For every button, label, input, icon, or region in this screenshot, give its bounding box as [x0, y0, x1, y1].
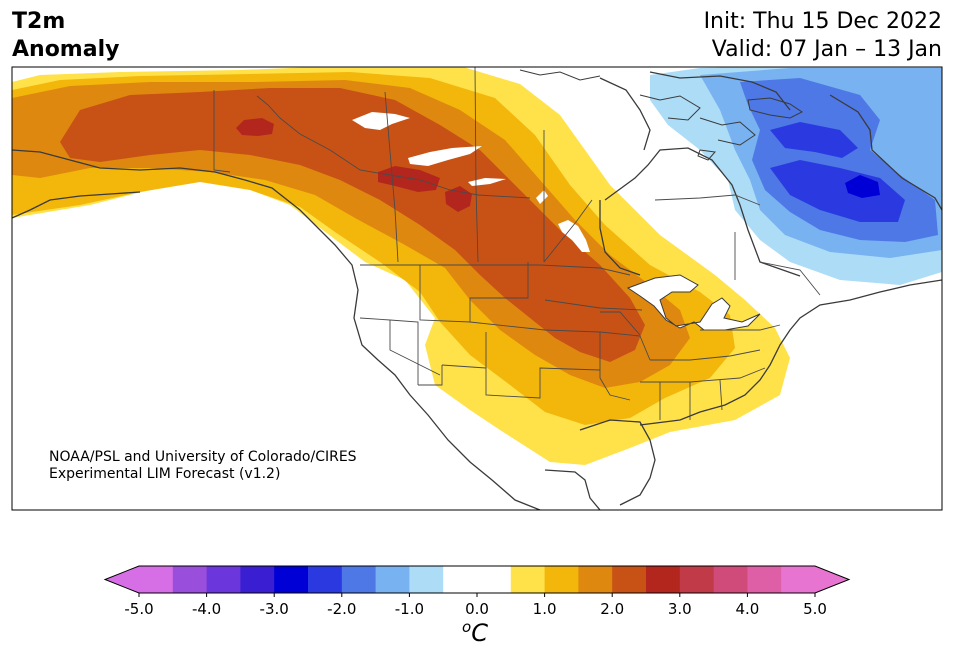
map-plot-area [12, 67, 942, 510]
credit-line-2: Experimental LIM Forecast (v1.2) [49, 466, 281, 482]
great-lakes [626, 274, 761, 331]
degree-sup: o [462, 618, 472, 636]
title-variable: T2m [12, 9, 66, 34]
colorbar-extend-under [105, 566, 139, 593]
colorbar-unit: oC [462, 618, 488, 647]
colorbar-segment [240, 566, 275, 593]
lake-winnipeg [558, 220, 590, 252]
colorbar-segment [308, 566, 343, 593]
colorbar-tick-label: 1.0 [533, 600, 557, 618]
warm-anomaly-red-1 [236, 118, 274, 136]
cold-anomaly-deep-blue [845, 175, 880, 198]
colorbar-segment [409, 566, 444, 593]
warm-anomaly-red-2 [378, 166, 440, 192]
colorbar-segment [612, 566, 647, 593]
credit-line-1: NOAA/PSL and University of Colorado/CIRE… [49, 449, 357, 465]
warm-anomaly-dark-orange [60, 88, 645, 362]
init-date: Init: Thu 15 Dec 2022 [703, 9, 942, 34]
colorbar-segment [747, 566, 782, 593]
cold-anomaly-blue [770, 122, 905, 222]
title-field: Anomaly [12, 37, 120, 62]
colorbar-segment [781, 566, 816, 593]
colorbar-segment [713, 566, 748, 593]
colorbar-segment [274, 566, 309, 593]
colorbar-tick-label: 4.0 [735, 600, 759, 618]
lake-athabasca [468, 178, 506, 186]
great-slave-lake [408, 146, 482, 166]
colorbar-segment [375, 566, 410, 593]
data-credit: NOAA/PSL and University of Colorado/CIRE… [49, 449, 357, 483]
colorbar-tick-label: -3.0 [260, 600, 289, 618]
valid-range: Valid: 07 Jan – 13 Jan [711, 37, 942, 62]
colorbar-segment [443, 566, 512, 593]
colorbar-tick-label: 0.0 [465, 600, 489, 618]
colorbar-segment [510, 566, 546, 593]
colorbar-tick-label: 5.0 [803, 600, 827, 618]
colorbar-segment [172, 566, 208, 593]
forecast-dates: Init: Thu 15 Dec 2022 Valid: 07 Jan – 13… [704, 8, 942, 64]
colorbar-tick-label: 2.0 [600, 600, 624, 618]
map-title: T2m Anomaly [12, 8, 119, 64]
colorbar-tick-label: 3.0 [668, 600, 692, 618]
colorbar-tick-label: -2.0 [327, 600, 356, 618]
colorbar-tick-label: -1.0 [395, 600, 424, 618]
map-frame [11, 66, 943, 511]
great-bear-lake [352, 112, 410, 130]
warm-anomaly-orange [12, 80, 690, 388]
colorbar-segment [679, 566, 715, 593]
unit-letter: C [471, 619, 488, 647]
lake-small [536, 190, 548, 204]
coastlines [12, 71, 942, 510]
colorbar-extend-over [815, 566, 849, 593]
colorbar-tick-label: -4.0 [192, 600, 221, 618]
colorbar-segment [341, 566, 377, 593]
political-borders [213, 67, 821, 420]
colorbar-segment [646, 566, 681, 593]
colorbar-tick-label: -5.0 [124, 600, 153, 618]
colorbar-segment [206, 566, 241, 593]
arctic-islands [519, 69, 803, 161]
colorbar-segment [139, 566, 174, 593]
colorbar-segment [578, 566, 613, 593]
colorbar-segment [544, 566, 579, 593]
